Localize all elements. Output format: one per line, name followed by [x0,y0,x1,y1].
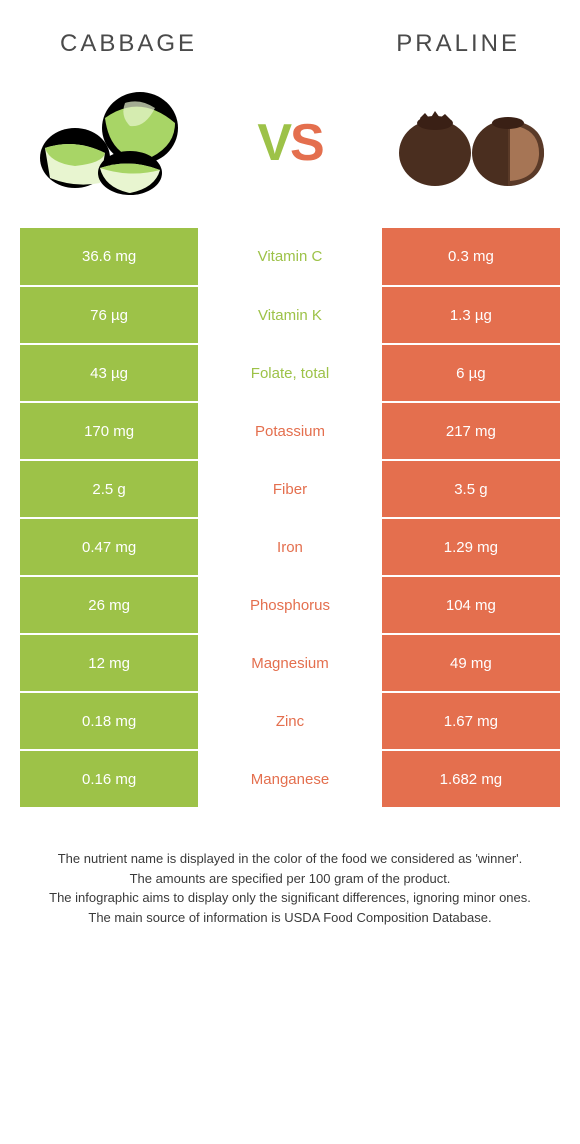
cabbage-image [30,88,190,198]
praline-image [390,88,550,198]
table-row: 12 mgMagnesium49 mg [20,634,560,692]
table-row: 0.47 mgIron1.29 mg [20,518,560,576]
nutrient-label: Vitamin C [198,228,382,286]
left-value: 36.6 mg [20,228,198,286]
header: Cabbage Praline [20,20,560,78]
table-body: 36.6 mgVitamin C0.3 mg76 µgVitamin K1.3 … [20,228,560,808]
right-value: 1.29 mg [382,518,560,576]
left-value: 0.16 mg [20,750,198,808]
vs-v: V [257,114,290,172]
vs-label: VS [257,113,322,173]
footer-line: The infographic aims to display only the… [30,888,550,908]
left-value: 170 mg [20,402,198,460]
nutrient-label: Magnesium [198,634,382,692]
right-value: 0.3 mg [382,228,560,286]
left-value: 0.47 mg [20,518,198,576]
right-value: 3.5 g [382,460,560,518]
nutrient-label: Vitamin K [198,286,382,344]
nutrient-label: Potassium [198,402,382,460]
praline-icon [390,93,550,193]
vs-s: S [290,114,323,172]
cabbage-icon [35,88,185,198]
left-value: 26 mg [20,576,198,634]
right-value: 217 mg [382,402,560,460]
images-row: VS [20,78,560,228]
right-value: 1.682 mg [382,750,560,808]
left-value: 0.18 mg [20,692,198,750]
footer: The nutrient name is displayed in the co… [20,809,560,937]
right-value: 6 µg [382,344,560,402]
left-value: 76 µg [20,286,198,344]
title-right: Praline [396,30,520,58]
table-row: 0.16 mgManganese1.682 mg [20,750,560,808]
left-value: 2.5 g [20,460,198,518]
table-row: 76 µgVitamin K1.3 µg [20,286,560,344]
table-row: 26 mgPhosphorus104 mg [20,576,560,634]
table-row: 43 µgFolate, total6 µg [20,344,560,402]
nutrient-label: Iron [198,518,382,576]
footer-line: The nutrient name is displayed in the co… [30,849,550,869]
left-value: 43 µg [20,344,198,402]
nutrient-label: Fiber [198,460,382,518]
nutrient-label: Zinc [198,692,382,750]
left-value: 12 mg [20,634,198,692]
right-value: 1.67 mg [382,692,560,750]
table-row: 2.5 gFiber3.5 g [20,460,560,518]
right-value: 49 mg [382,634,560,692]
right-value: 1.3 µg [382,286,560,344]
table-row: 0.18 mgZinc1.67 mg [20,692,560,750]
table-row: 36.6 mgVitamin C0.3 mg [20,228,560,286]
footer-line: The amounts are specified per 100 gram o… [30,869,550,889]
right-value: 104 mg [382,576,560,634]
nutrient-table: 36.6 mgVitamin C0.3 mg76 µgVitamin K1.3 … [20,228,560,809]
nutrient-label: Folate, total [198,344,382,402]
nutrient-label: Manganese [198,750,382,808]
nutrient-label: Phosphorus [198,576,382,634]
footer-line: The main source of information is USDA F… [30,908,550,928]
title-left: Cabbage [60,30,197,58]
table-row: 170 mgPotassium217 mg [20,402,560,460]
